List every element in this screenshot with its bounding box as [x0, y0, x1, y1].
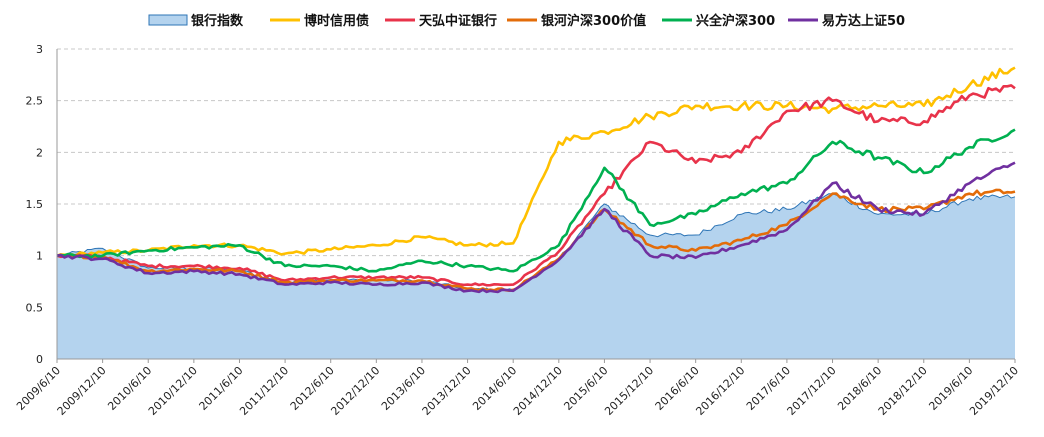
- x-tick-label: 2010/6/10: [105, 364, 154, 413]
- x-tick-label: 2018/12/10: [876, 364, 930, 418]
- y-tick-label: 0: [36, 353, 43, 366]
- y-tick-label: 2.5: [26, 95, 44, 108]
- x-tick-label: 2014/6/10: [470, 364, 519, 413]
- legend-item-0: 银行指数: [148, 13, 244, 29]
- x-tick-label: 2019/6/10: [926, 364, 975, 413]
- legend-item-5: 易方达上证50: [788, 13, 905, 29]
- series-line-4: [56, 128, 1016, 273]
- x-tick-label: 2017/6/10: [744, 364, 793, 413]
- y-tick-label: 1.5: [26, 198, 44, 211]
- x-tick-label: 2009/6/10: [14, 364, 63, 413]
- legend-label: 天弘中证银行: [419, 13, 497, 29]
- x-tick-label: 2012/6/10: [288, 364, 337, 413]
- x-tick-label: 2009/12/10: [55, 364, 109, 418]
- legend-label: 银行指数: [191, 13, 244, 29]
- x-tick-label: 2011/6/10: [197, 364, 246, 413]
- series-layer: [56, 66, 1016, 359]
- x-tick-label: 2015/6/10: [561, 364, 610, 413]
- series-line-5: [56, 161, 1016, 294]
- x-tick-label: 2010/12/10: [146, 364, 200, 418]
- x-tick-label: 2016/12/10: [693, 364, 747, 418]
- legend-label: 银河沪深300价值: [541, 13, 646, 29]
- legend-item-3: 银河沪深300价值: [507, 13, 646, 29]
- x-tick-label: 2019/12/10: [967, 364, 1021, 418]
- x-tick-label: 2012/12/10: [328, 364, 382, 418]
- x-tick-label: 2014/12/10: [511, 364, 565, 418]
- legend-label: 易方达上证50: [822, 13, 905, 29]
- x-tick-label: 2013/6/10: [379, 364, 428, 413]
- legend-item-1: 博时信用债: [270, 13, 369, 29]
- x-tick-label: 2017/12/10: [785, 364, 839, 418]
- legend-item-4: 兴全沪深300: [662, 13, 775, 29]
- legend-label: 兴全沪深300: [696, 13, 775, 29]
- series-line-3: [56, 188, 1016, 292]
- legend: 银行指数 博时信用债 天弘中证银行 银河沪深300价值 兴全沪深300 易方达上证50: [148, 13, 905, 29]
- series-line-2: [56, 84, 1016, 287]
- x-tick-label: 2016/6/10: [653, 364, 702, 413]
- y-tick-label: 1: [36, 250, 43, 263]
- x-tick-label: 2018/6/10: [835, 364, 884, 413]
- x-tick-label: 2011/12/10: [237, 364, 291, 418]
- x-tick-label: 2015/12/10: [602, 364, 656, 418]
- y-tick-label: 3: [36, 43, 43, 56]
- y-tick-label: 2: [36, 146, 43, 159]
- x-tick-label: 2013/12/10: [420, 364, 474, 418]
- y-tick-label: 0.5: [26, 301, 44, 314]
- legend-swatch: [148, 14, 188, 26]
- legend-item-2: 天弘中证银行: [385, 13, 497, 29]
- legend-label: 博时信用债: [304, 13, 369, 29]
